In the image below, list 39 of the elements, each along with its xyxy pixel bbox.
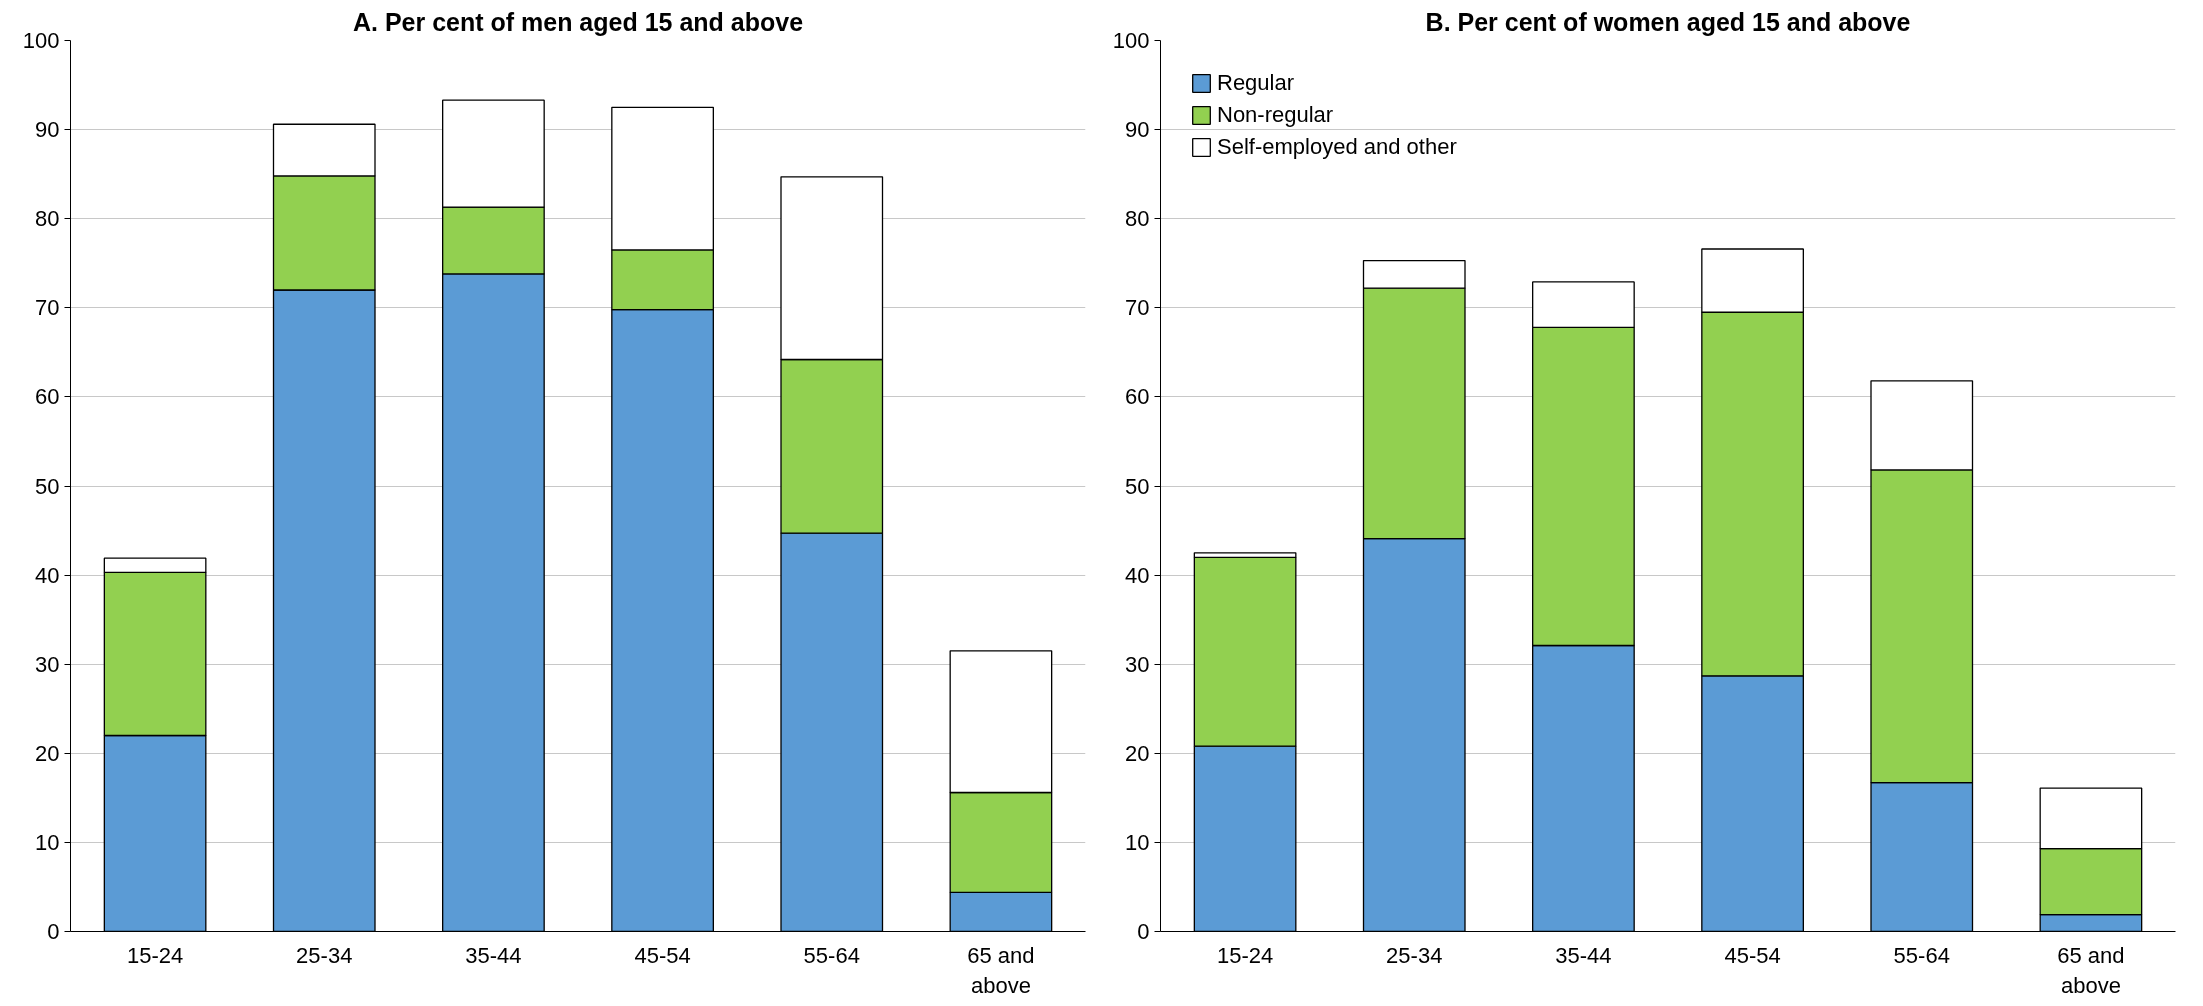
y-tick-label: 90 bbox=[1125, 117, 1150, 143]
x-tick-label: 35-44 bbox=[1555, 942, 1612, 968]
y-tick-label: 70 bbox=[1125, 295, 1150, 321]
y-tick-label: 90 bbox=[35, 117, 60, 143]
y-tick-label: 10 bbox=[35, 829, 60, 855]
y-tick-label: 100 bbox=[22, 28, 60, 53]
x-tick-label: 15-24 bbox=[1216, 942, 1274, 968]
x-tick-label: 25-34 bbox=[1386, 942, 1443, 968]
y-tick-label: 20 bbox=[35, 740, 60, 766]
x-tick-label: 55-64 bbox=[803, 942, 860, 968]
y-tick-label: 10 bbox=[1125, 829, 1150, 855]
y-tick-label: 20 bbox=[1125, 740, 1150, 766]
x-tick-label: 45-54 bbox=[1724, 942, 1781, 968]
chart-title: B. Per cent of women aged 15 and above bbox=[1425, 7, 1911, 36]
y-tick-label: 60 bbox=[1125, 384, 1150, 410]
x-tick-label: 35-44 bbox=[465, 942, 522, 968]
y-tick-label: 40 bbox=[35, 562, 60, 588]
x-tick-label: 55-64 bbox=[1893, 942, 1950, 968]
y-tick-label: 100 bbox=[1112, 28, 1150, 53]
x-tick-label: 25-34 bbox=[296, 942, 353, 968]
y-tick-label: 80 bbox=[35, 206, 60, 232]
chart-title: A. Per cent of men aged 15 and above bbox=[352, 7, 804, 36]
x-tick-label: 65 and above bbox=[967, 942, 1035, 998]
legend-label: Regular bbox=[1217, 70, 1295, 96]
y-tick-label: 50 bbox=[35, 473, 60, 499]
legend-label: Self-employed and other bbox=[1217, 134, 1457, 160]
y-tick-label: 40 bbox=[1125, 562, 1150, 588]
y-tick-label: 0 bbox=[47, 919, 60, 944]
x-tick-label: 15-24 bbox=[126, 942, 184, 968]
y-tick-label: 30 bbox=[1125, 651, 1150, 677]
y-tick-label: 30 bbox=[35, 651, 60, 677]
y-tick-label: 50 bbox=[1125, 473, 1150, 499]
y-tick-label: 80 bbox=[1125, 206, 1150, 232]
x-tick-label: 45-54 bbox=[634, 942, 691, 968]
y-tick-label: 0 bbox=[1137, 919, 1150, 944]
y-tick-label: 70 bbox=[35, 295, 60, 321]
x-tick-label: 65 and above bbox=[2057, 942, 2125, 998]
y-tick-label: 60 bbox=[35, 384, 60, 410]
legend-label: Non-regular bbox=[1217, 102, 1334, 128]
